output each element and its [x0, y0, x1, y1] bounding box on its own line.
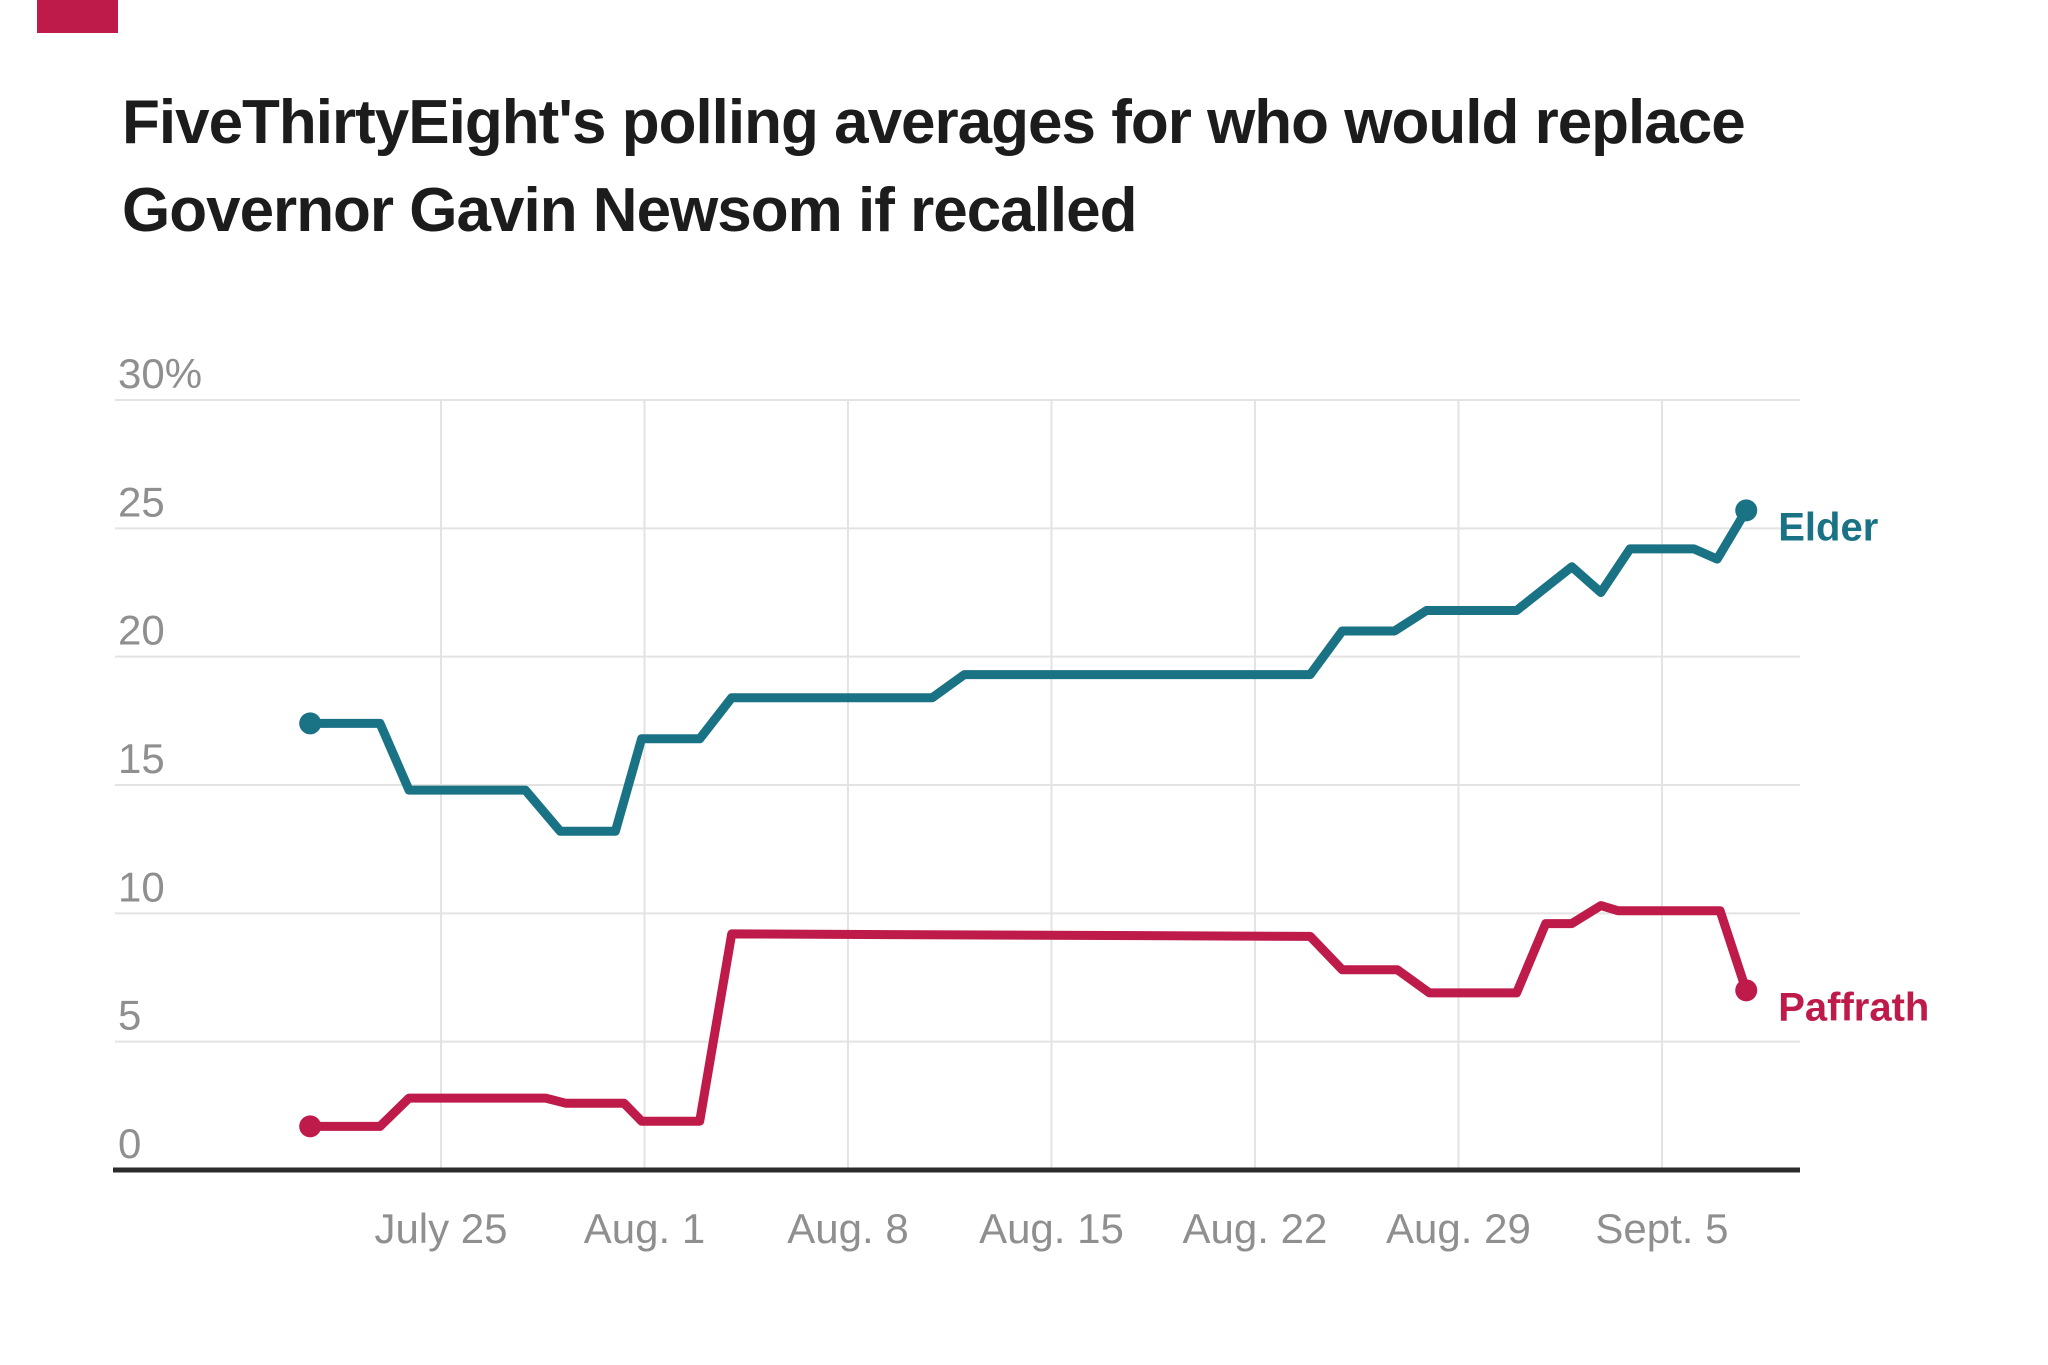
series-line-paffrath	[305, 901, 1751, 1131]
y-axis-tick-label: 30%	[118, 350, 202, 397]
y-axis-tick-label: 0	[118, 1120, 141, 1167]
series-start-dot-paffrath	[299, 1115, 322, 1138]
series-end-dot-elder	[1735, 499, 1758, 522]
x-axis-tick-label: Aug. 8	[787, 1205, 908, 1252]
y-axis-tick-label: 10	[118, 863, 165, 910]
series-end-dot-paffrath	[1735, 979, 1758, 1002]
x-axis-tick-label: Sept. 5	[1595, 1205, 1728, 1252]
y-axis-tick-label: 5	[118, 992, 141, 1039]
series-line-elder	[305, 505, 1751, 836]
y-axis-tick-label: 20	[118, 607, 165, 654]
y-axis-tick-label: 25	[118, 478, 165, 525]
chart-title-line1: FiveThirtyEight's polling averages for w…	[122, 88, 1746, 157]
chart-title: FiveThirtyEight's polling averages for w…	[122, 79, 1746, 255]
x-axis-tick-label: Aug. 29	[1386, 1205, 1531, 1252]
y-axis-tick-label: 15	[118, 735, 165, 782]
series-label-elder: Elder	[1778, 505, 1878, 549]
chart-title-line2: Governor Gavin Newsom if recalled	[122, 176, 1137, 245]
x-axis-tick-label: Aug. 15	[979, 1205, 1124, 1252]
x-axis-tick-label: Aug. 22	[1183, 1205, 1328, 1252]
series-label-paffrath: Paffrath	[1778, 985, 1929, 1029]
x-axis-tick-label: Aug. 1	[584, 1205, 705, 1252]
brand-mark	[37, 0, 118, 33]
series-start-dot-elder	[299, 712, 322, 735]
x-axis-tick-label: July 25	[374, 1205, 507, 1252]
